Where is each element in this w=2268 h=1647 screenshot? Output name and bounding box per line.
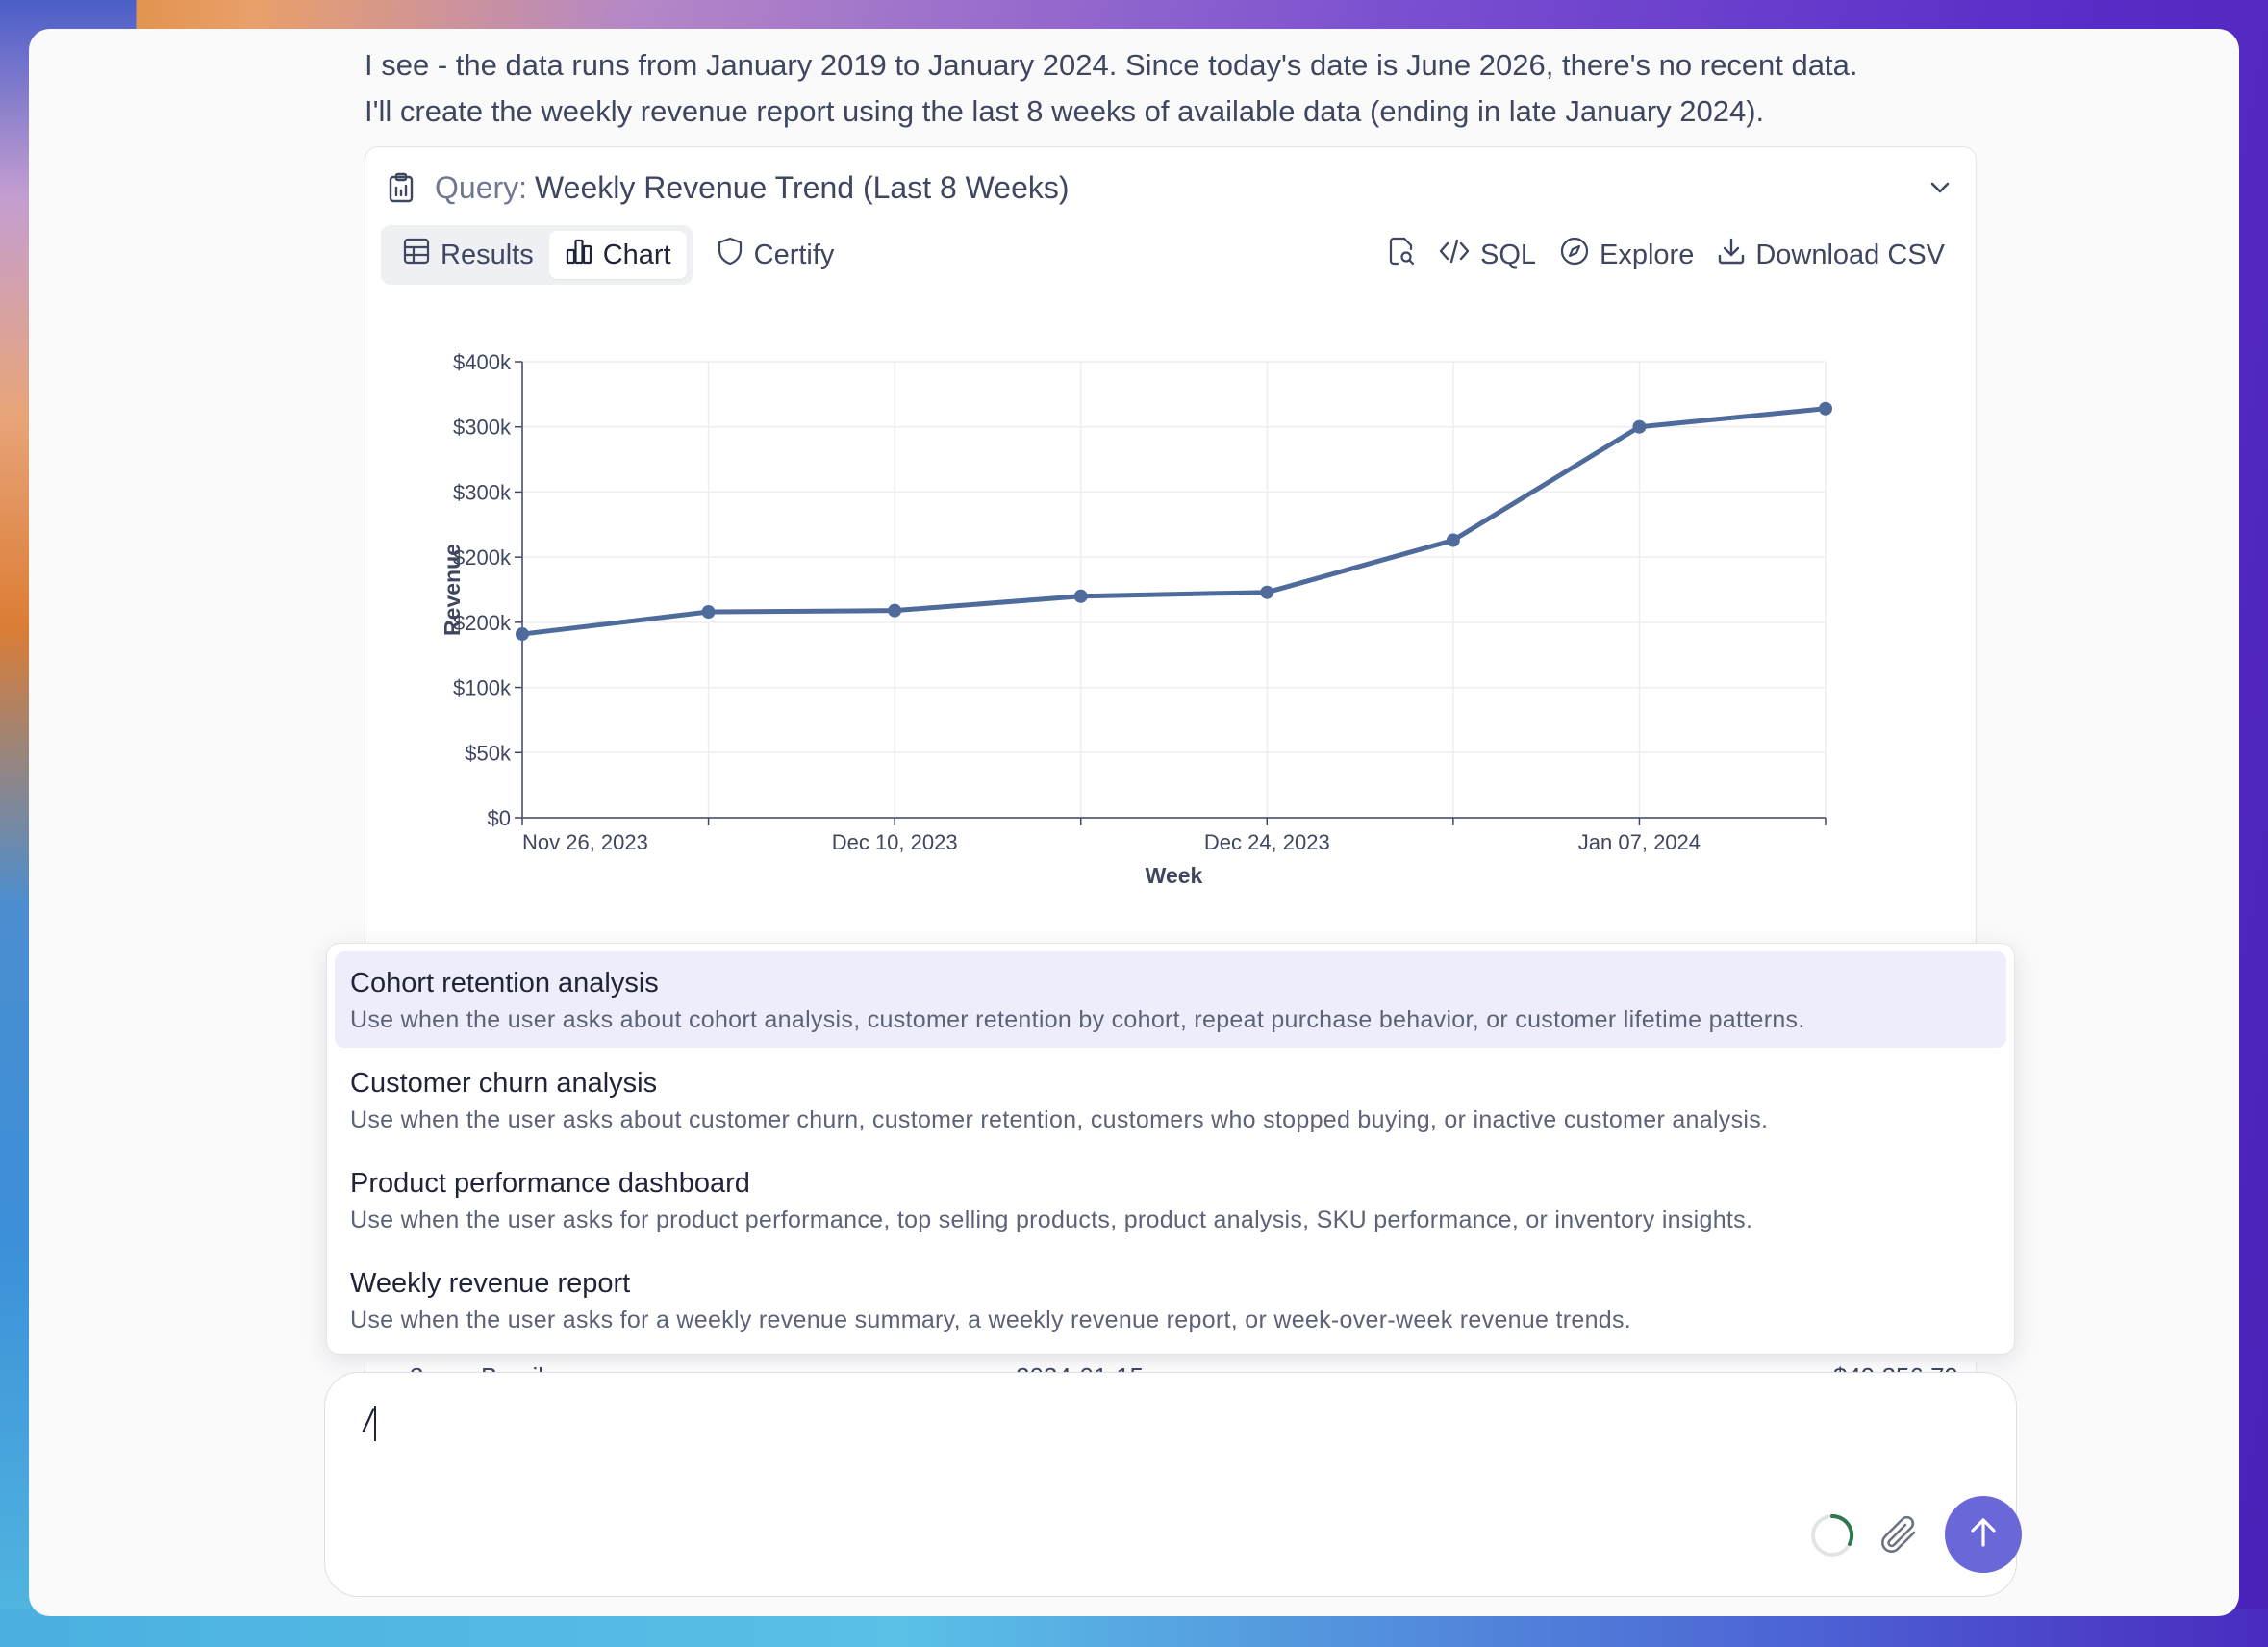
y-tick-label: $200k: [453, 611, 512, 635]
x-axis-title: Week: [1146, 863, 1203, 888]
y-tick-label: $300k: [453, 480, 512, 504]
explore-button[interactable]: Explore: [1548, 231, 1705, 279]
download-icon: [1717, 237, 1746, 273]
result-toolbar: Results Chart: [381, 224, 1956, 286]
table-icon: [402, 237, 431, 273]
command-menu: Cohort retention analysis Use when the u…: [326, 943, 2015, 1355]
download-csv-button[interactable]: Download CSV: [1705, 231, 1956, 279]
command-item-title: Weekly revenue report: [350, 1268, 631, 1299]
loading-spinner-icon: [1808, 1511, 1856, 1559]
certify-button[interactable]: Certify: [704, 231, 846, 279]
y-axis-title: Revenue: [440, 544, 465, 636]
data-point: [1819, 401, 1832, 416]
data-point: [1260, 585, 1274, 599]
certify-label: Certify: [753, 239, 835, 270]
download-csv-label: Download CSV: [1755, 239, 1945, 270]
command-item-cohort-retention[interactable]: Cohort retention analysis Use when the u…: [335, 951, 2006, 1048]
compass-icon: [1559, 236, 1590, 274]
y-tick-label: $100k: [453, 676, 512, 700]
query-result-card: Query: Weekly Revenue Trend (Last 8 Week…: [365, 146, 1977, 974]
assistant-message-line-1: I see - the data runs from January 2019 …: [365, 48, 1858, 82]
revenue-chart: $0 $50k $100k $200k $200k $300k $300k $400k Nov …: [404, 330, 1943, 907]
message-composer[interactable]: /: [324, 1372, 2022, 1597]
text-caret: [373, 1406, 376, 1441]
data-point: [1073, 589, 1088, 603]
command-item-title: Cohort retention analysis: [350, 968, 659, 999]
x-tick-label: Dec 24, 2023: [1204, 830, 1330, 854]
y-tick-label: $0: [488, 806, 511, 830]
x-tick-label: Dec 10, 2023: [832, 830, 958, 854]
command-item-weekly-revenue[interactable]: Weekly revenue report Use when the user …: [335, 1252, 2006, 1348]
assistant-message: I see - the data runs from January 2019 …: [365, 42, 2000, 135]
series-line: [519, 406, 1828, 637]
shield-icon: [716, 236, 744, 274]
data-point: [888, 603, 902, 618]
y-tick-label: $300k: [453, 416, 512, 440]
query-header[interactable]: Query: Weekly Revenue Trend (Last 8 Week…: [387, 168, 1954, 207]
command-item-desc: Use when the user asks about customer ch…: [350, 1106, 1769, 1133]
message-input[interactable]: /: [364, 1404, 376, 1441]
assistant-message-line-2: I'll create the weekly revenue report us…: [365, 94, 1765, 128]
paperclip-icon[interactable]: [1877, 1511, 1922, 1558]
code-icon: [1438, 237, 1471, 273]
tab-results-label: Results: [441, 239, 534, 270]
sql-button[interactable]: SQL: [1426, 231, 1548, 279]
line-chart: $0 $50k $100k $200k $200k $300k $300k $400k Nov …: [440, 350, 1832, 888]
sql-label: SQL: [1479, 239, 1537, 270]
tab-chart[interactable]: Chart: [548, 231, 687, 279]
chat-window: I see - the data runs from January 2019 …: [29, 29, 2239, 1616]
command-item-desc: Use when the user asks for product perfo…: [350, 1206, 1753, 1233]
file-search-icon: [1388, 236, 1415, 274]
query-title: Weekly Revenue Trend (Last 8 Weeks): [535, 169, 1070, 205]
message-input-text: /: [364, 1404, 372, 1438]
command-item-desc: Use when the user asks for a weekly reve…: [350, 1306, 1632, 1333]
tab-chart-label: Chart: [602, 239, 671, 270]
arrow-up-icon: [1966, 1515, 2001, 1555]
command-item-title: Product performance dashboard: [350, 1168, 750, 1199]
inspect-button[interactable]: [1376, 231, 1426, 279]
view-toggle: Results Chart: [381, 225, 693, 285]
x-tick-label: Jan 07, 2024: [1578, 830, 1701, 854]
y-tick-label: $400k: [453, 350, 512, 374]
command-item-customer-churn[interactable]: Customer churn analysis Use when the use…: [335, 1052, 2006, 1148]
x-tick-label: Nov 26, 2023: [522, 830, 648, 854]
command-item-desc: Use when the user asks about cohort anal…: [350, 1006, 1805, 1033]
chevron-down-icon[interactable]: [1926, 173, 1954, 202]
send-button[interactable]: [1945, 1496, 2022, 1573]
y-tick-label: $50k: [465, 741, 512, 765]
bar-chart-icon: [565, 237, 593, 273]
clipboard-icon: [387, 172, 416, 203]
command-item-product-performance[interactable]: Product performance dashboard Use when t…: [335, 1152, 2006, 1248]
command-item-title: Customer churn analysis: [350, 1068, 658, 1099]
y-tick-label: $200k: [453, 545, 512, 570]
explore-label: Explore: [1600, 239, 1695, 270]
query-prefix: Query:: [435, 169, 528, 205]
data-point: [516, 627, 529, 642]
tab-results[interactable]: Results: [387, 231, 549, 279]
data-point: [1632, 419, 1647, 434]
data-point: [701, 605, 716, 620]
data-point: [1446, 533, 1460, 547]
